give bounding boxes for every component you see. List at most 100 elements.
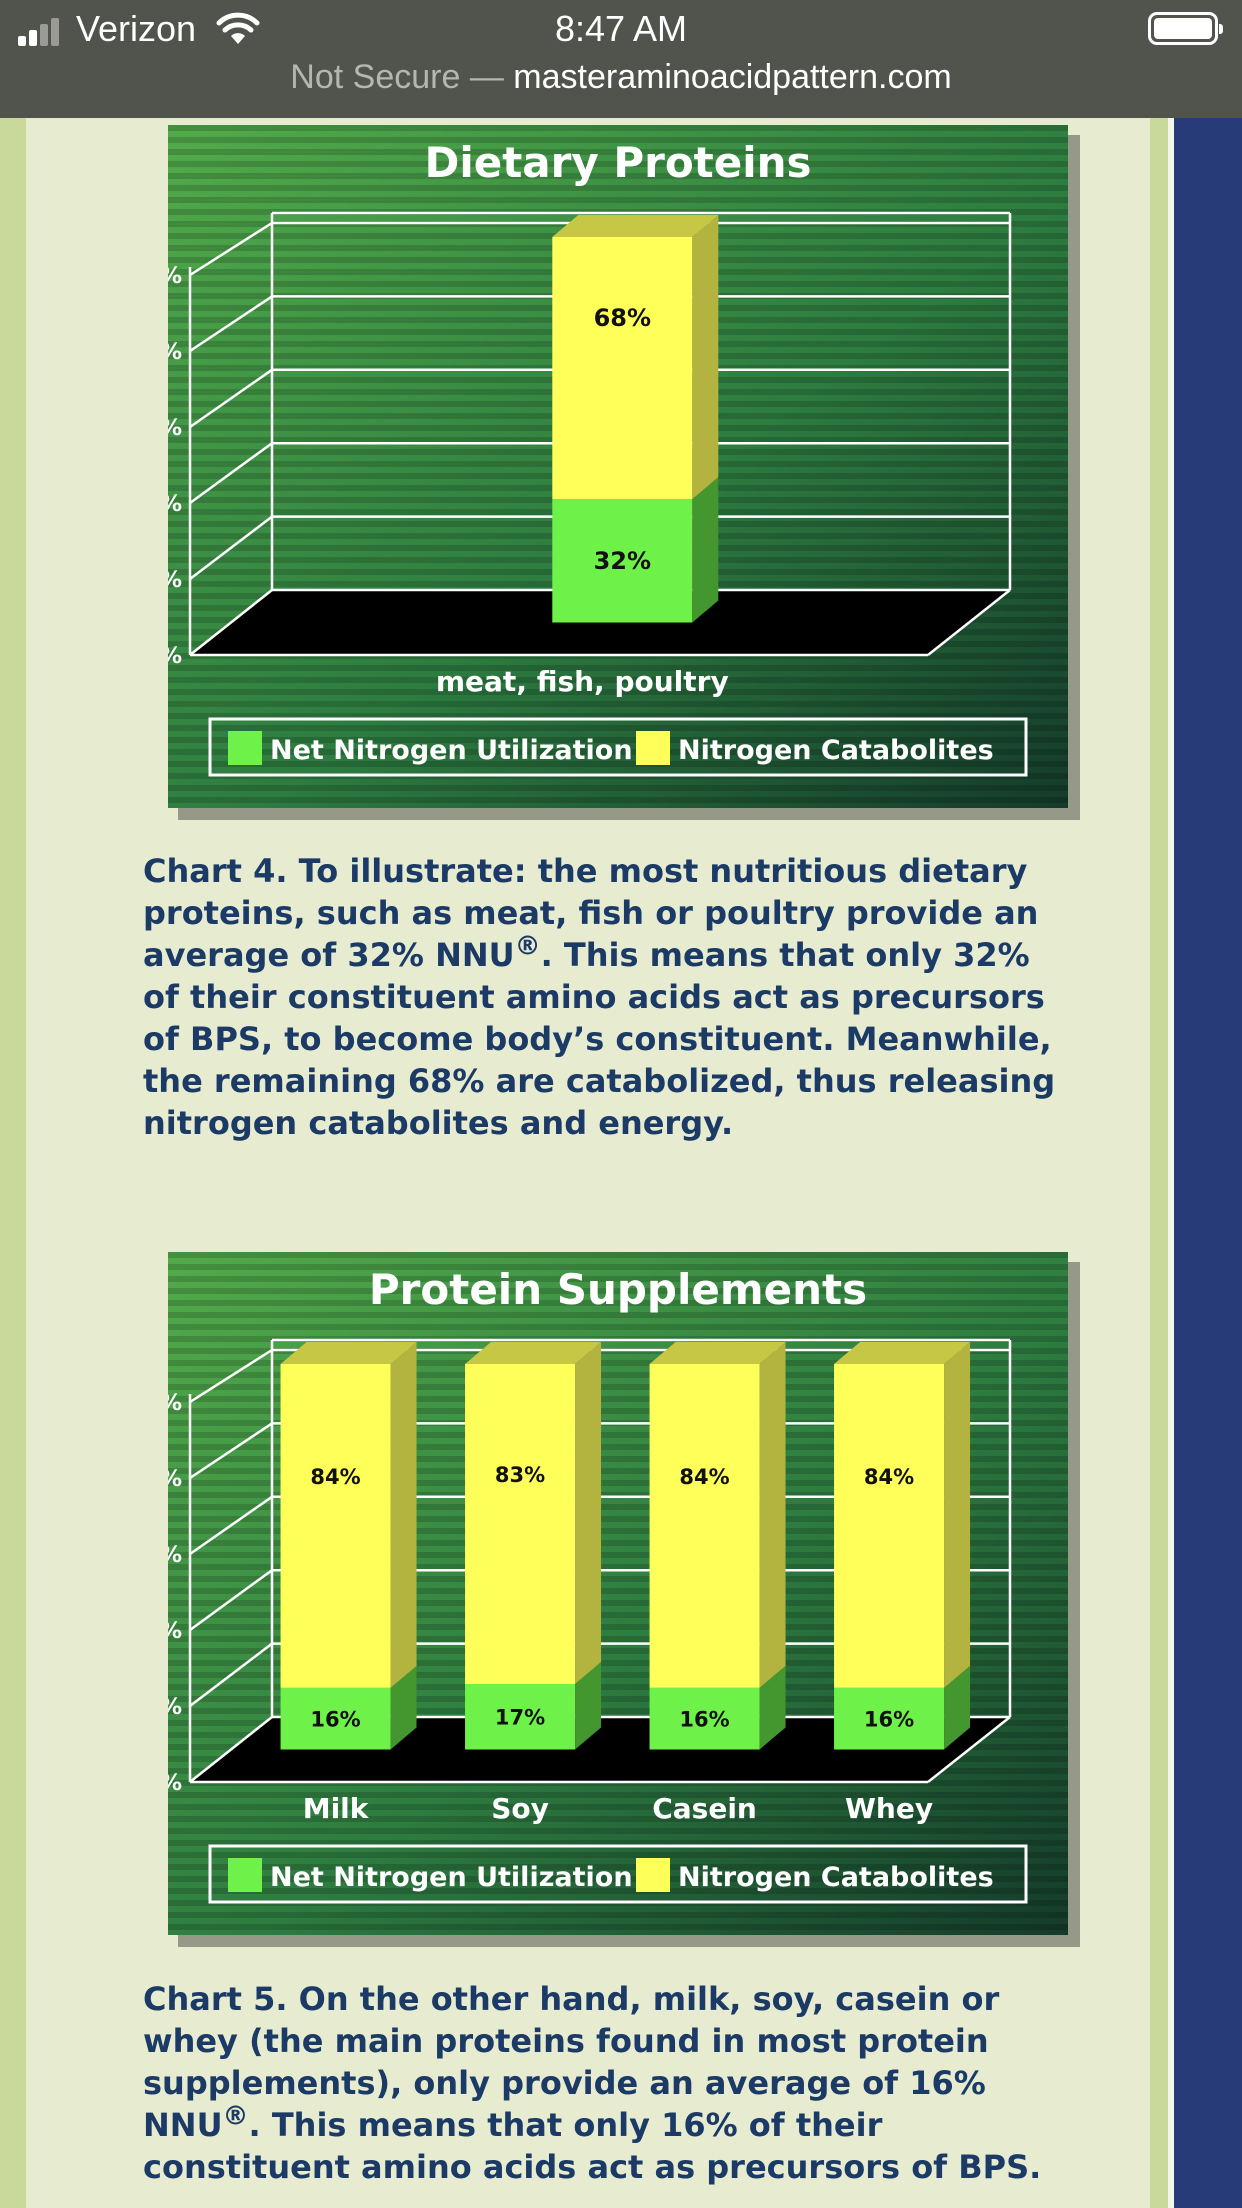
x-category-label: meat, fish, poultry [436,665,729,698]
gridline-side [189,589,273,656]
x-category-label: Whey [845,1792,933,1825]
chart-dietary-proteins-svg: Dietary Proteins 0% 20% 40% 60% 80% 100% 32% 68%… [168,125,1080,820]
gridline-side [189,1348,273,1404]
bar-segment-catabolites [280,1364,391,1688]
page-right-border [1150,118,1168,2208]
floor-right-edge [927,1716,1011,1783]
bar-segment-nnu [280,1687,391,1750]
gridline-side [189,442,273,505]
bar-segment-nnu [465,1683,576,1750]
bar-data-label: 84% [864,1465,914,1489]
chart-4-caption: Chart 4. To illustrate: the most nutriti… [143,852,1056,1142]
bar-segment-catabolites [552,237,693,500]
y-tick-label: 40% [168,492,182,517]
bar-group-whey: 16% 84% [834,1342,971,1750]
carrier-name: Verizon [76,8,197,49]
bar-top [834,1342,971,1364]
bar-segment-catabolites [465,1364,576,1684]
status-bar: Verizon 8:47 AM Not Secure — masteramino… [0,0,1242,118]
url-host: masteraminoacidpattern.com [513,58,952,96]
not-secure-label: Not Secure — [290,58,504,96]
legend-label: Nitrogen Catabolites [678,735,994,766]
bar-segment-side [692,215,719,500]
x-category-label: Casein [652,1792,757,1825]
clock: 8:47 AM [554,8,688,49]
bar-data-label: 16% [310,1708,360,1732]
gridline-side [189,1569,273,1632]
bar-segment-side [759,1665,786,1750]
legend-box [208,1844,1028,1904]
address-bar[interactable]: Not Secure — masteraminoacidpattern.com [0,58,1242,97]
x-category-label: Soy [491,1792,549,1825]
y-tick-label: 0% [168,644,182,669]
bar-top [552,215,719,237]
bar-group-soy: 17% 83% [465,1342,602,1750]
bar-data-label: 83% [495,1463,545,1487]
chart-dietary-proteins: Dietary Proteins 0% 20% 40% 60% 80% 100% 32% 68%… [168,125,1080,820]
bar-top [649,1342,786,1364]
bar-data-label: 17% [495,1706,545,1730]
bar-data-label: 84% [310,1465,360,1489]
y-tick-label: 80% [168,1467,182,1492]
bar-segment-side [692,477,719,623]
gridline-side [189,1642,273,1707]
legend-swatch [228,731,262,765]
y-tick-label: 60% [168,1543,182,1568]
legend-swatch [636,1858,670,1892]
y-tick-label: 80% [168,340,182,365]
bar-segment-side [575,1342,602,1684]
gridline-side [189,515,273,580]
bar-data-label: 16% [864,1708,914,1732]
bar-segment-side [944,1665,971,1750]
chart-title: Protein Supplements [369,1265,867,1314]
gridline-side [189,295,273,353]
chart-protein-supplements-svg: Protein Supplements 0% 20% 40% 60% 80% 100% 16%… [168,1252,1080,1947]
floor-right-edge [927,589,1011,656]
chart-5-caption: Chart 5. On the other hand, milk, soy, c… [143,1980,1042,2186]
wifi-icon [216,12,260,44]
chart-title: Dietary Proteins [424,138,811,187]
bar-data-label: 32% [594,547,651,575]
y-tick-label: 100% [168,264,182,289]
bar-data-label: 84% [679,1465,729,1489]
gridline-side [189,368,273,429]
bar-top [280,1342,417,1364]
y-tick-label: 0% [168,1771,182,1796]
y-tick-label: 20% [168,1695,182,1720]
bar-data-label: 16% [679,1708,729,1732]
bar-group-meat-fish-poultry: 32% 68% [552,215,719,623]
bar-segment-catabolites [649,1364,760,1688]
bar-group-milk: 16% 84% [280,1342,417,1750]
bar-segment-side [390,1342,417,1688]
bar-segment-nnu [552,499,693,623]
page-left-border [0,118,26,2208]
legend-swatch [636,731,670,765]
bar-segment-nnu [649,1687,760,1750]
bar-segment-nnu [834,1687,945,1750]
gridline-side [189,221,273,277]
bar-group-casein: 16% 84% [649,1342,786,1750]
legend-box [208,717,1028,777]
bar-segment-side [390,1665,417,1750]
side-nav-strip [1174,118,1242,2208]
y-tick-label: 60% [168,416,182,441]
legend-label: Net Nitrogen Utilization [270,1862,633,1893]
legend-label: Nitrogen Catabolites [678,1862,994,1893]
bar-data-label: 68% [594,304,651,332]
gridline-side [189,1716,273,1783]
bar-segment-catabolites [834,1364,945,1688]
chart-legend: Net Nitrogen Utilization Nitrogen Catabol… [208,1844,1028,1904]
chart-protein-supplements: Protein Supplements 0% 20% 40% 60% 80% 100% 16%… [168,1252,1080,1947]
page-divider [1168,118,1174,2208]
bar-segment-side [575,1661,602,1750]
y-tick-label: 40% [168,1619,182,1644]
bar-top [465,1342,602,1364]
y-tick-label: 20% [168,568,182,593]
bar-segment-side [759,1342,786,1688]
legend-label: Net Nitrogen Utilization [270,735,633,766]
x-category-label: Milk [303,1792,370,1825]
gridline-side [189,1422,273,1480]
y-tick-label: 100% [168,1391,182,1416]
battery-icon [1148,12,1223,45]
bar-segment-side [944,1342,971,1688]
